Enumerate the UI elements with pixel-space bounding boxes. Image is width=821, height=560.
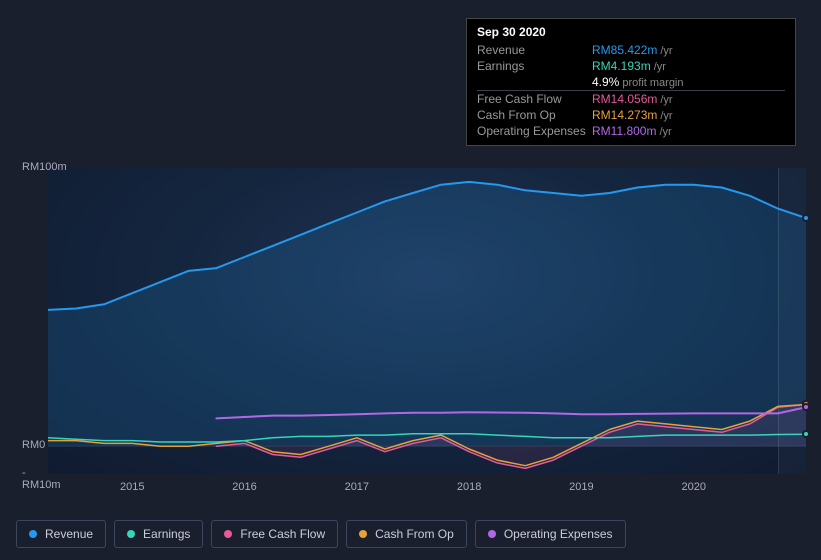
tooltip-row: Free Cash FlowRM14.056m/yr xyxy=(477,91,785,108)
legend-label: Earnings xyxy=(143,527,190,541)
legend-swatch xyxy=(127,530,135,538)
tooltip-value: RM14.273m/yr xyxy=(592,107,785,123)
tooltip-label: Operating Expenses xyxy=(477,123,592,139)
x-axis-label: 2017 xyxy=(345,481,369,493)
series-area-revenue xyxy=(48,182,806,446)
tooltip-row: RevenueRM85.422m/yr xyxy=(477,42,785,58)
legend-label: Revenue xyxy=(45,527,93,541)
x-axis-label: 2018 xyxy=(457,481,481,493)
legend-swatch xyxy=(29,530,37,538)
legend-swatch xyxy=(359,530,367,538)
tooltip-label xyxy=(477,74,592,91)
series-end-dot-earnings xyxy=(802,430,810,438)
y-axis-label: -RM10m xyxy=(0,467,48,491)
legend-swatch xyxy=(488,530,496,538)
tooltip-row: Cash From OpRM14.273m/yr xyxy=(477,107,785,123)
x-axis-label: 2019 xyxy=(569,481,593,493)
legend-label: Operating Expenses xyxy=(504,527,613,541)
legend: Revenue Earnings Free Cash Flow Cash From O… xyxy=(16,520,626,548)
legend-item-fcf[interactable]: Free Cash Flow xyxy=(211,520,338,548)
tooltip-value: RM85.422m/yr xyxy=(592,42,785,58)
tooltip-row: Operating ExpensesRM11.800m/yr xyxy=(477,123,785,139)
tooltip-value: RM11.800m/yr xyxy=(592,123,785,139)
tooltip-row: EarningsRM4.193m/yr xyxy=(477,58,785,74)
legend-label: Free Cash Flow xyxy=(240,527,325,541)
plot-area[interactable] xyxy=(48,168,806,474)
legend-item-cfo[interactable]: Cash From Op xyxy=(346,520,467,548)
y-axis-label: RM100m xyxy=(0,161,48,173)
tooltip-label: Free Cash Flow xyxy=(477,91,592,108)
x-axis-label: 2016 xyxy=(232,481,256,493)
tooltip-label: Cash From Op xyxy=(477,107,592,123)
tooltip-label: Revenue xyxy=(477,42,592,58)
tooltip-date: Sep 30 2020 xyxy=(477,25,785,39)
series-end-dot-revenue xyxy=(802,214,810,222)
legend-item-opex[interactable]: Operating Expenses xyxy=(475,520,626,548)
tooltip-label: Earnings xyxy=(477,58,592,74)
chart-svg xyxy=(48,168,806,474)
series-end-dot-opex xyxy=(802,403,810,411)
legend-item-revenue[interactable]: Revenue xyxy=(16,520,106,548)
tooltip-value: RM14.056m/yr xyxy=(592,91,785,108)
tooltip-row: 4.9%profit margin xyxy=(477,74,785,91)
tooltip-value: RM4.193m/yr xyxy=(592,58,785,74)
financial-chart: Sep 30 2020 RevenueRM85.422m/yrEarningsR… xyxy=(0,0,821,560)
tooltip-table: RevenueRM85.422m/yrEarningsRM4.193m/yr4.… xyxy=(477,42,785,139)
legend-item-earnings[interactable]: Earnings xyxy=(114,520,203,548)
y-axis-label: RM0 xyxy=(0,439,48,451)
tooltip-value: 4.9%profit margin xyxy=(592,74,785,91)
tooltip: Sep 30 2020 RevenueRM85.422m/yrEarningsR… xyxy=(466,18,796,146)
legend-label: Cash From Op xyxy=(375,527,454,541)
x-axis-label: 2020 xyxy=(681,481,705,493)
x-axis-label: 2015 xyxy=(120,481,144,493)
legend-swatch xyxy=(224,530,232,538)
